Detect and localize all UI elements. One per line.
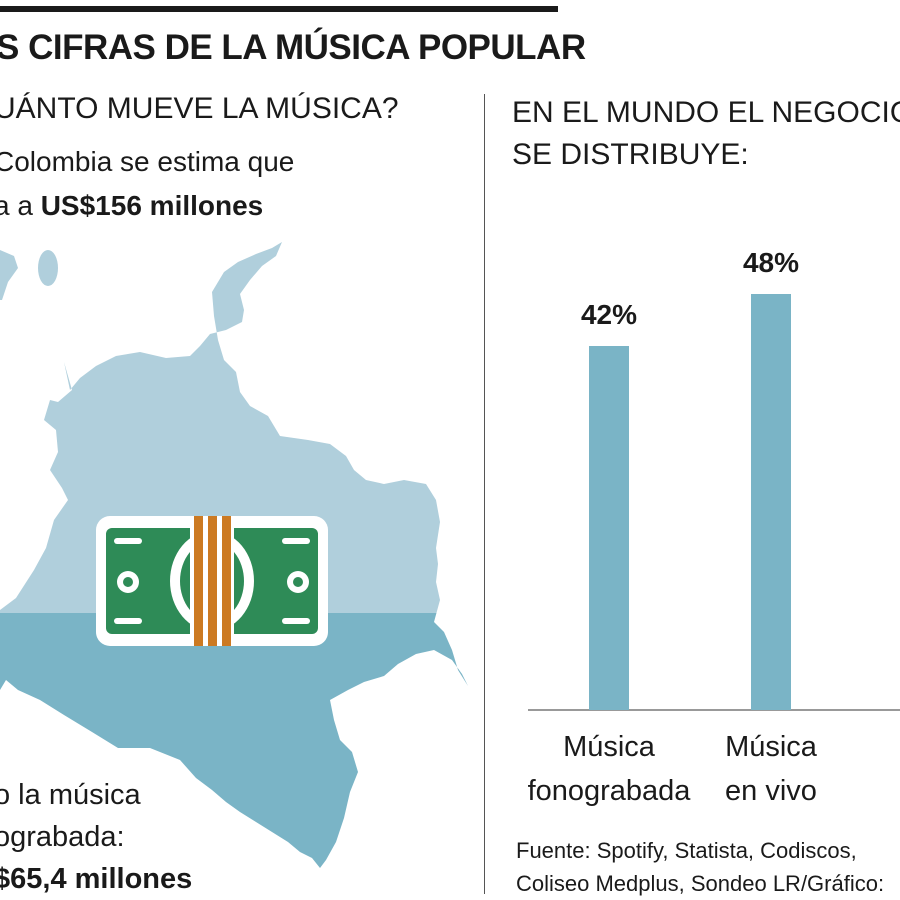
map-note-line2: ograbada: [0,821,125,853]
bar-1 [589,346,629,710]
left-intro-prefix: a a [0,190,33,221]
category-label-1-1: Música [563,731,656,763]
right-heading: EN EL MUNDO EL NEGOCIO SE DISTRIBUYE: [512,92,900,176]
source-line1: Fuente: Spotify, Statista, Codiscos, [516,838,857,863]
left-intro-line1: Colombia se estima que [0,146,295,177]
source-note: Fuente: Spotify, Statista, Codiscos, Col… [516,834,884,900]
page-title: S CIFRAS DE LA MÚSICA POPULAR [0,28,586,67]
column-divider [484,94,485,894]
map-note: o la música ograbada: $65,4 millones [0,774,192,900]
bar-value-label-1: 42% [581,299,637,330]
source-line2: Coliseo Medplus, Sondeo LR/Gráfico: [516,871,885,896]
bar-value-label-2: 48% [743,247,799,278]
left-intro: Colombia se estima que a a US$156 millon… [0,140,294,228]
left-heading: UÁNTO MUEVE LA MÚSICA? [0,92,399,125]
map-island [38,250,58,286]
category-label-2-1: Música [725,731,818,763]
top-rule [0,6,558,12]
colombia-map [0,242,468,868]
right-heading-line2: SE DISTRIBUYE: [512,138,749,171]
bar-2 [751,294,791,710]
map-note-line1: o la música [0,779,141,811]
right-heading-line1: EN EL MUNDO EL NEGOCIO [512,96,900,129]
left-intro-total: US$156 millones [40,190,264,221]
map-note-value: $65,4 millones [0,863,193,895]
category-label-2-2: en vivo [725,775,817,807]
category-label-1-2: fonograbada [528,775,692,807]
money-bill-icon [96,516,328,646]
